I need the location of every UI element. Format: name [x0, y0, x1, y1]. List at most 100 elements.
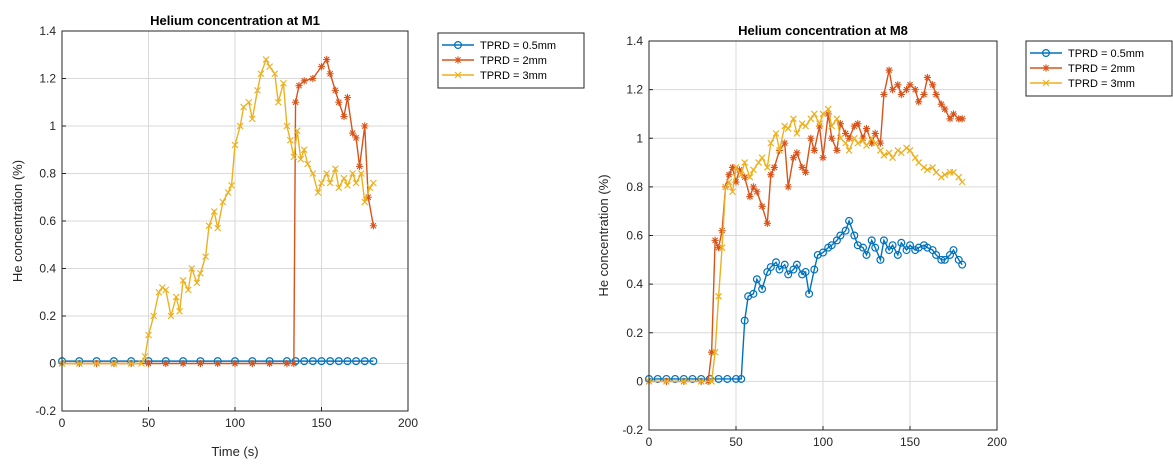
data-point [885, 149, 893, 157]
data-point [876, 146, 884, 154]
data-point [340, 112, 348, 121]
x-tick-label: 0 [646, 435, 653, 449]
data-point [162, 359, 170, 368]
data-point [845, 134, 853, 142]
data-point [749, 183, 757, 191]
data-point [894, 146, 902, 154]
legend-marker [1042, 64, 1050, 72]
data-point [349, 170, 357, 177]
data-point [224, 189, 232, 196]
data-point [737, 374, 746, 383]
data-point [911, 86, 919, 94]
data-point [141, 352, 149, 360]
data-point [162, 286, 170, 294]
data-point [245, 98, 253, 106]
data-point [290, 153, 298, 161]
data-point [300, 77, 308, 85]
data-point [729, 188, 736, 196]
data-point [827, 241, 836, 250]
data-point [214, 224, 222, 232]
data-point [172, 293, 180, 301]
data-point [932, 90, 940, 99]
data-point [317, 357, 326, 366]
legend-label: TPRD = 0.5mm [1068, 48, 1144, 60]
data-point [715, 244, 723, 252]
data-point [722, 183, 729, 191]
data-point [807, 134, 815, 142]
data-point [715, 292, 723, 300]
data-point [355, 162, 364, 170]
data-point [836, 134, 844, 142]
data-point [314, 189, 322, 196]
data-point [176, 307, 184, 315]
data-point [903, 144, 910, 152]
data-point [793, 149, 801, 157]
data-point [309, 74, 317, 83]
data-point [723, 374, 732, 383]
data-point [205, 222, 213, 230]
data-point [758, 154, 766, 162]
data-point [958, 260, 967, 269]
data-point [859, 137, 867, 145]
y-tick-label: 0.4 [39, 262, 56, 276]
data-point [158, 284, 166, 291]
data-point [364, 193, 372, 201]
data-point [343, 357, 352, 366]
data-point [955, 173, 963, 181]
data-point [850, 122, 858, 130]
data-point [179, 276, 187, 284]
data-point [283, 359, 291, 368]
data-point [932, 250, 941, 259]
data-point [732, 164, 740, 171]
data-point [145, 331, 152, 339]
data-point [309, 170, 317, 177]
data-point [231, 141, 239, 149]
data-point [941, 171, 949, 179]
y-tick-label: 1 [49, 119, 56, 133]
data-point [369, 179, 377, 187]
data-point [868, 134, 876, 142]
data-point [755, 159, 763, 166]
data-point [308, 357, 317, 366]
data-point [317, 63, 326, 71]
y-tick-label: 1.2 [626, 83, 643, 97]
legend-label: TPRD = 0.5mm [480, 40, 556, 52]
data-point [810, 265, 819, 274]
data-point [876, 139, 885, 147]
data-point [802, 122, 810, 130]
data-point [711, 236, 719, 244]
data-point [352, 134, 360, 142]
data-point [767, 139, 775, 147]
y-tick-label: 0.6 [626, 229, 643, 243]
data-point [711, 348, 719, 356]
data-point [144, 359, 153, 368]
data-point [842, 129, 850, 137]
data-point [836, 120, 844, 128]
data-point [905, 241, 914, 250]
x-axis-label: Time (s) [211, 444, 258, 459]
legend-label: TPRD = 3mm [480, 70, 547, 82]
data-point [815, 122, 824, 130]
chart-1: 0 50 100 150 200-0.200.20.40.60.811.21.4Heli… [10, 13, 585, 459]
data-point [179, 359, 187, 368]
data-point [915, 98, 923, 106]
data-point [680, 377, 688, 385]
data-point [334, 357, 343, 366]
data-point [300, 146, 308, 154]
data-point [688, 374, 697, 383]
data-point [867, 236, 876, 245]
data-point [897, 149, 905, 157]
data-point [929, 81, 937, 89]
x-tick-label: 50 [729, 435, 743, 449]
chart-title: Helium concentration at M1 [150, 13, 320, 28]
data-point [361, 198, 369, 206]
data-point [871, 129, 879, 137]
data-point [318, 179, 325, 187]
data-point [297, 155, 305, 163]
data-point [819, 154, 827, 162]
data-point [798, 120, 806, 128]
data-point [781, 122, 789, 130]
data-point [828, 122, 836, 130]
data-point [775, 265, 784, 274]
data-point [266, 359, 274, 368]
